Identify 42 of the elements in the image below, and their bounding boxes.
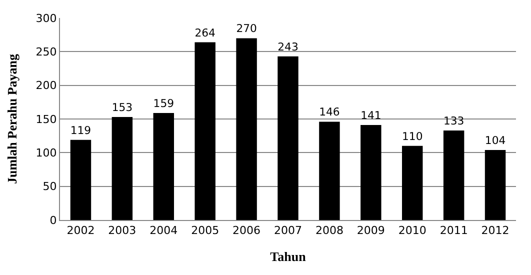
x-tick-label: 2003 [108,224,136,238]
data-label: 264 [194,26,216,40]
data-label: 153 [112,101,133,114]
x-tick-label: 2008 [315,224,344,238]
x-tick-label: 2004 [150,224,178,238]
bar [360,125,382,220]
y-tick-label: 50 [42,180,57,194]
data-label: 159 [153,96,174,110]
bar [484,150,506,220]
x-tick-label: 2011 [440,224,468,238]
data-label: 146 [319,106,340,119]
bar [112,116,133,220]
data-label: 270 [236,22,257,36]
x-tick-label: 2006 [232,224,261,238]
bar [194,42,216,220]
x-tick-label: 2005 [191,224,220,238]
x-tick-label: 2009 [356,224,385,238]
data-label: 243 [278,40,298,54]
bar [153,112,174,220]
data-label: 133 [443,114,464,128]
y-axis-title: Jumlah Perahu Payang [4,53,20,184]
x-tick-label: 2002 [66,224,95,238]
bar [443,130,464,220]
data-label: 141 [360,109,382,122]
x-axis-title: Tahun [270,248,307,264]
bar [319,122,340,220]
y-tick-label: 150 [36,112,57,126]
bar [278,56,298,220]
bar [236,38,257,220]
x-tick-label: 2012 [481,224,510,238]
y-tick-label: 0 [50,214,57,227]
data-label: 110 [402,130,423,143]
bar [402,146,423,220]
y-tick-label: 300 [36,12,57,25]
y-tick-label: 200 [36,79,57,92]
y-tick-label: 100 [36,146,57,160]
bar [70,140,92,220]
y-tick-label: 250 [36,46,57,59]
x-tick-label: 2007 [274,224,302,238]
data-label: 119 [70,124,92,137]
x-tick-label: 2010 [398,224,426,238]
data-label: 104 [484,134,506,148]
